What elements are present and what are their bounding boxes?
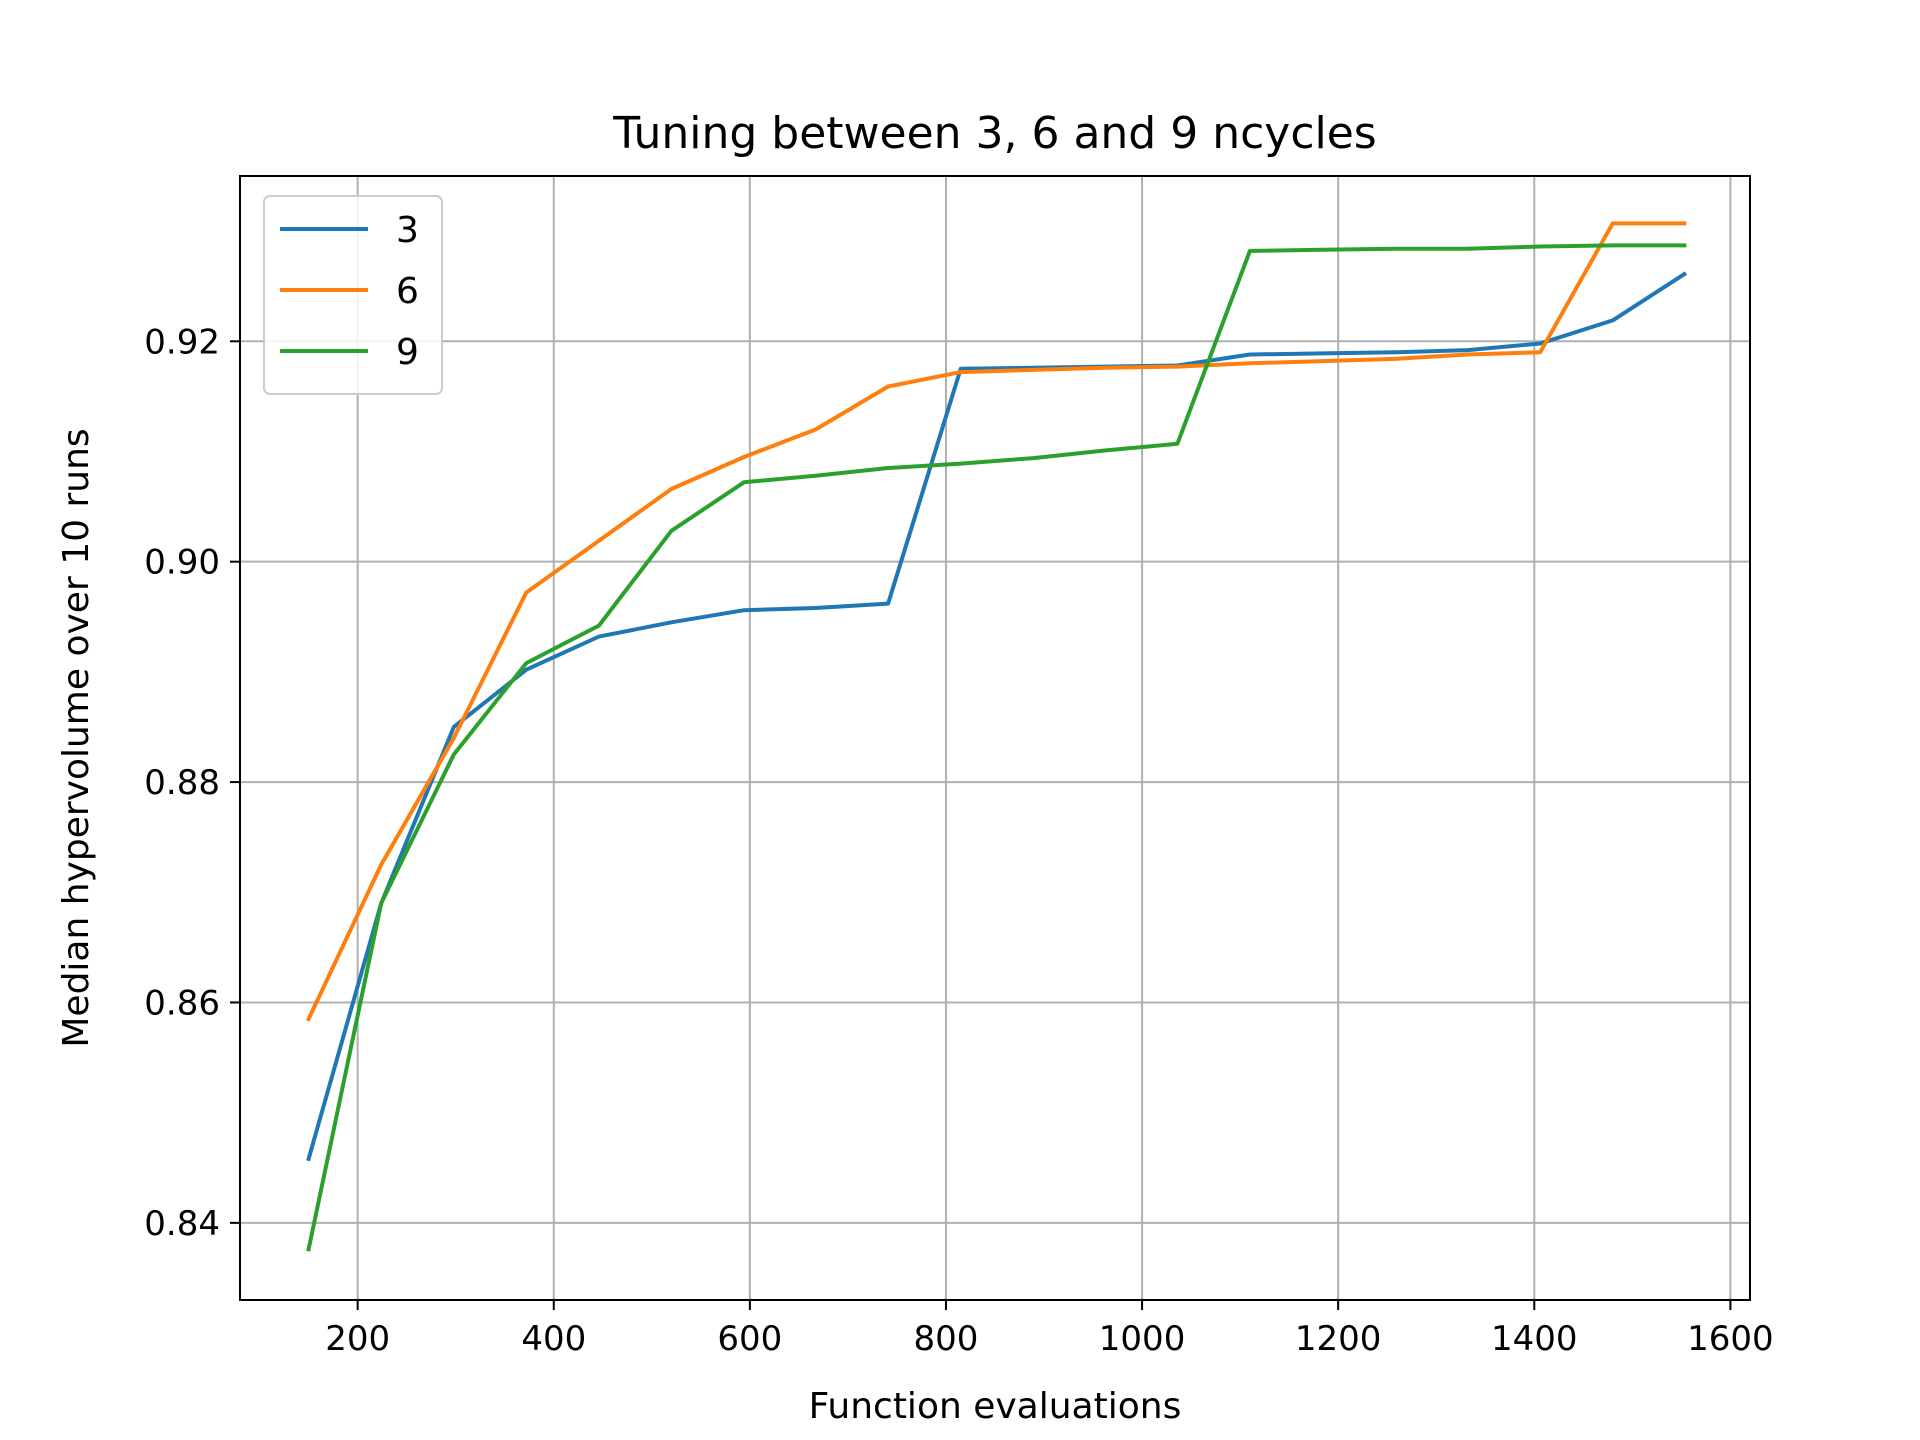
- x-tick-label: 800: [914, 1319, 979, 1359]
- series-line-9: [306, 243, 1687, 1252]
- legend-label-3: 3: [396, 210, 419, 251]
- series-line-3: [306, 271, 1688, 1162]
- y-tick-label: 0.90: [144, 543, 220, 583]
- chart-title: Tuning between 3, 6 and 9 ncycles: [612, 108, 1376, 159]
- legend-label-6: 6: [396, 271, 419, 312]
- plot-area-frame: [239, 175, 1751, 1301]
- series-line-6: [305, 221, 1687, 1022]
- x-tick-label: 1400: [1491, 1319, 1578, 1359]
- series-lines: [305, 221, 1688, 1252]
- x-tick-label: 200: [325, 1319, 390, 1359]
- y-axis-label: Median hypervolume over 10 runs: [56, 428, 97, 1047]
- legend: 3 6 9: [263, 195, 443, 395]
- legend-box: [263, 195, 443, 395]
- grid: [240, 176, 1750, 1300]
- y-tick-label: 0.88: [144, 763, 220, 803]
- x-axis-ticks: 200 400 600 800 1000 1200 1400 1600: [325, 1300, 1774, 1359]
- x-tick-label: 1600: [1687, 1319, 1774, 1359]
- y-tick-label: 0.92: [144, 322, 220, 362]
- x-tick-label: 1000: [1099, 1319, 1186, 1359]
- legend-label-9: 9: [396, 332, 419, 373]
- x-axis-label: Function evaluations: [809, 1386, 1182, 1427]
- x-tick-label: 600: [717, 1319, 782, 1359]
- y-axis-ticks: 0.84 0.86 0.88 0.90 0.92: [144, 322, 240, 1244]
- x-tick-label: 1200: [1295, 1319, 1382, 1359]
- y-tick-label: 0.86: [144, 983, 220, 1023]
- x-tick-label: 400: [521, 1319, 586, 1359]
- y-tick-label: 0.84: [144, 1204, 220, 1244]
